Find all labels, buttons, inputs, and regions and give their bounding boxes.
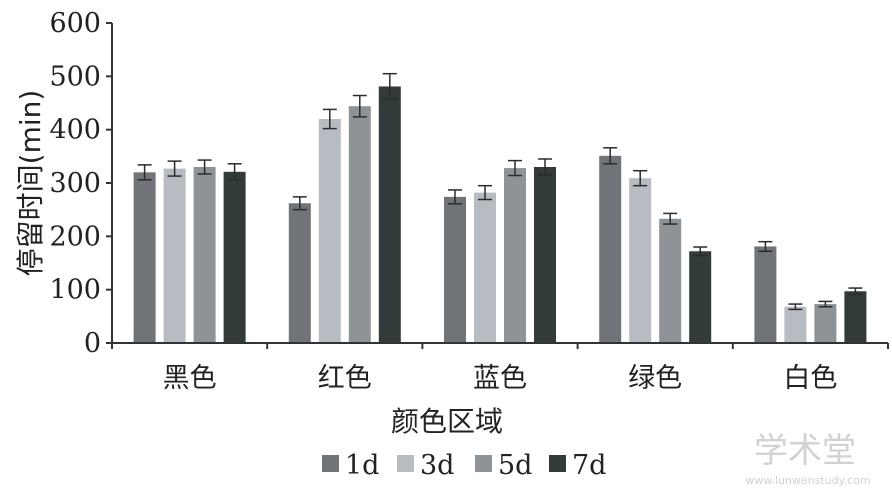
x-axis-title: 颜色区域: [391, 405, 503, 438]
legend-swatch: [397, 455, 414, 472]
bar: [754, 246, 777, 343]
y-tick-label: 500: [49, 61, 101, 92]
bar: [689, 251, 712, 343]
bar: [288, 203, 311, 343]
legend-label: 3d: [420, 450, 454, 481]
category-labels: 黑色 红色 蓝色 绿色 白色: [163, 363, 838, 394]
bar: [844, 291, 867, 343]
bars-group: [133, 86, 867, 343]
category-label: 黑色: [163, 363, 217, 394]
bar: [444, 196, 466, 343]
legend-swatch: [475, 455, 492, 472]
legend-swatch: [549, 455, 566, 472]
y-axis-title: 停留时间(min): [14, 90, 47, 277]
legend-label: 5d: [498, 450, 532, 481]
y-tick-label: 600: [49, 8, 101, 39]
legend-swatch: [322, 455, 339, 472]
bar: [534, 167, 556, 343]
bar: [504, 168, 526, 343]
bar: [378, 86, 401, 343]
y-tick-label: 400: [49, 115, 101, 146]
category-label: 绿色: [628, 363, 682, 394]
category-label: 蓝色: [473, 363, 527, 394]
bar: [659, 218, 682, 343]
error-bars-group: [137, 72, 863, 311]
legend-label: 1d: [345, 450, 379, 481]
bar: [784, 306, 807, 343]
x-axis-ticks: [111, 343, 889, 349]
y-tick-label: 0: [84, 328, 101, 359]
y-tick-label: 200: [49, 221, 101, 252]
category-label: 白色: [783, 363, 837, 394]
bar: [223, 171, 246, 343]
bar: [318, 119, 341, 343]
legend-label: 7d: [572, 450, 606, 481]
bar: [163, 168, 186, 343]
y-axis-ticks: 0 100 200 300 400 500 600: [49, 8, 112, 359]
y-tick-label: 300: [49, 168, 101, 199]
bar: [814, 304, 837, 343]
bar: [193, 167, 216, 343]
legend: 1d 3d 5d 7d: [322, 450, 606, 481]
watermark-subtext: www.lunwenstudy.com: [745, 474, 870, 487]
watermark-logo: 学术堂 www.lunwenstudy.com: [745, 431, 870, 487]
bar: [599, 155, 622, 343]
y-tick-label: 100: [49, 275, 101, 306]
bar: [348, 106, 371, 343]
bar: [133, 172, 156, 343]
bar: [474, 192, 496, 343]
watermark-text: 学术堂: [754, 431, 856, 471]
bar: [629, 178, 652, 343]
category-label: 红色: [318, 363, 372, 394]
